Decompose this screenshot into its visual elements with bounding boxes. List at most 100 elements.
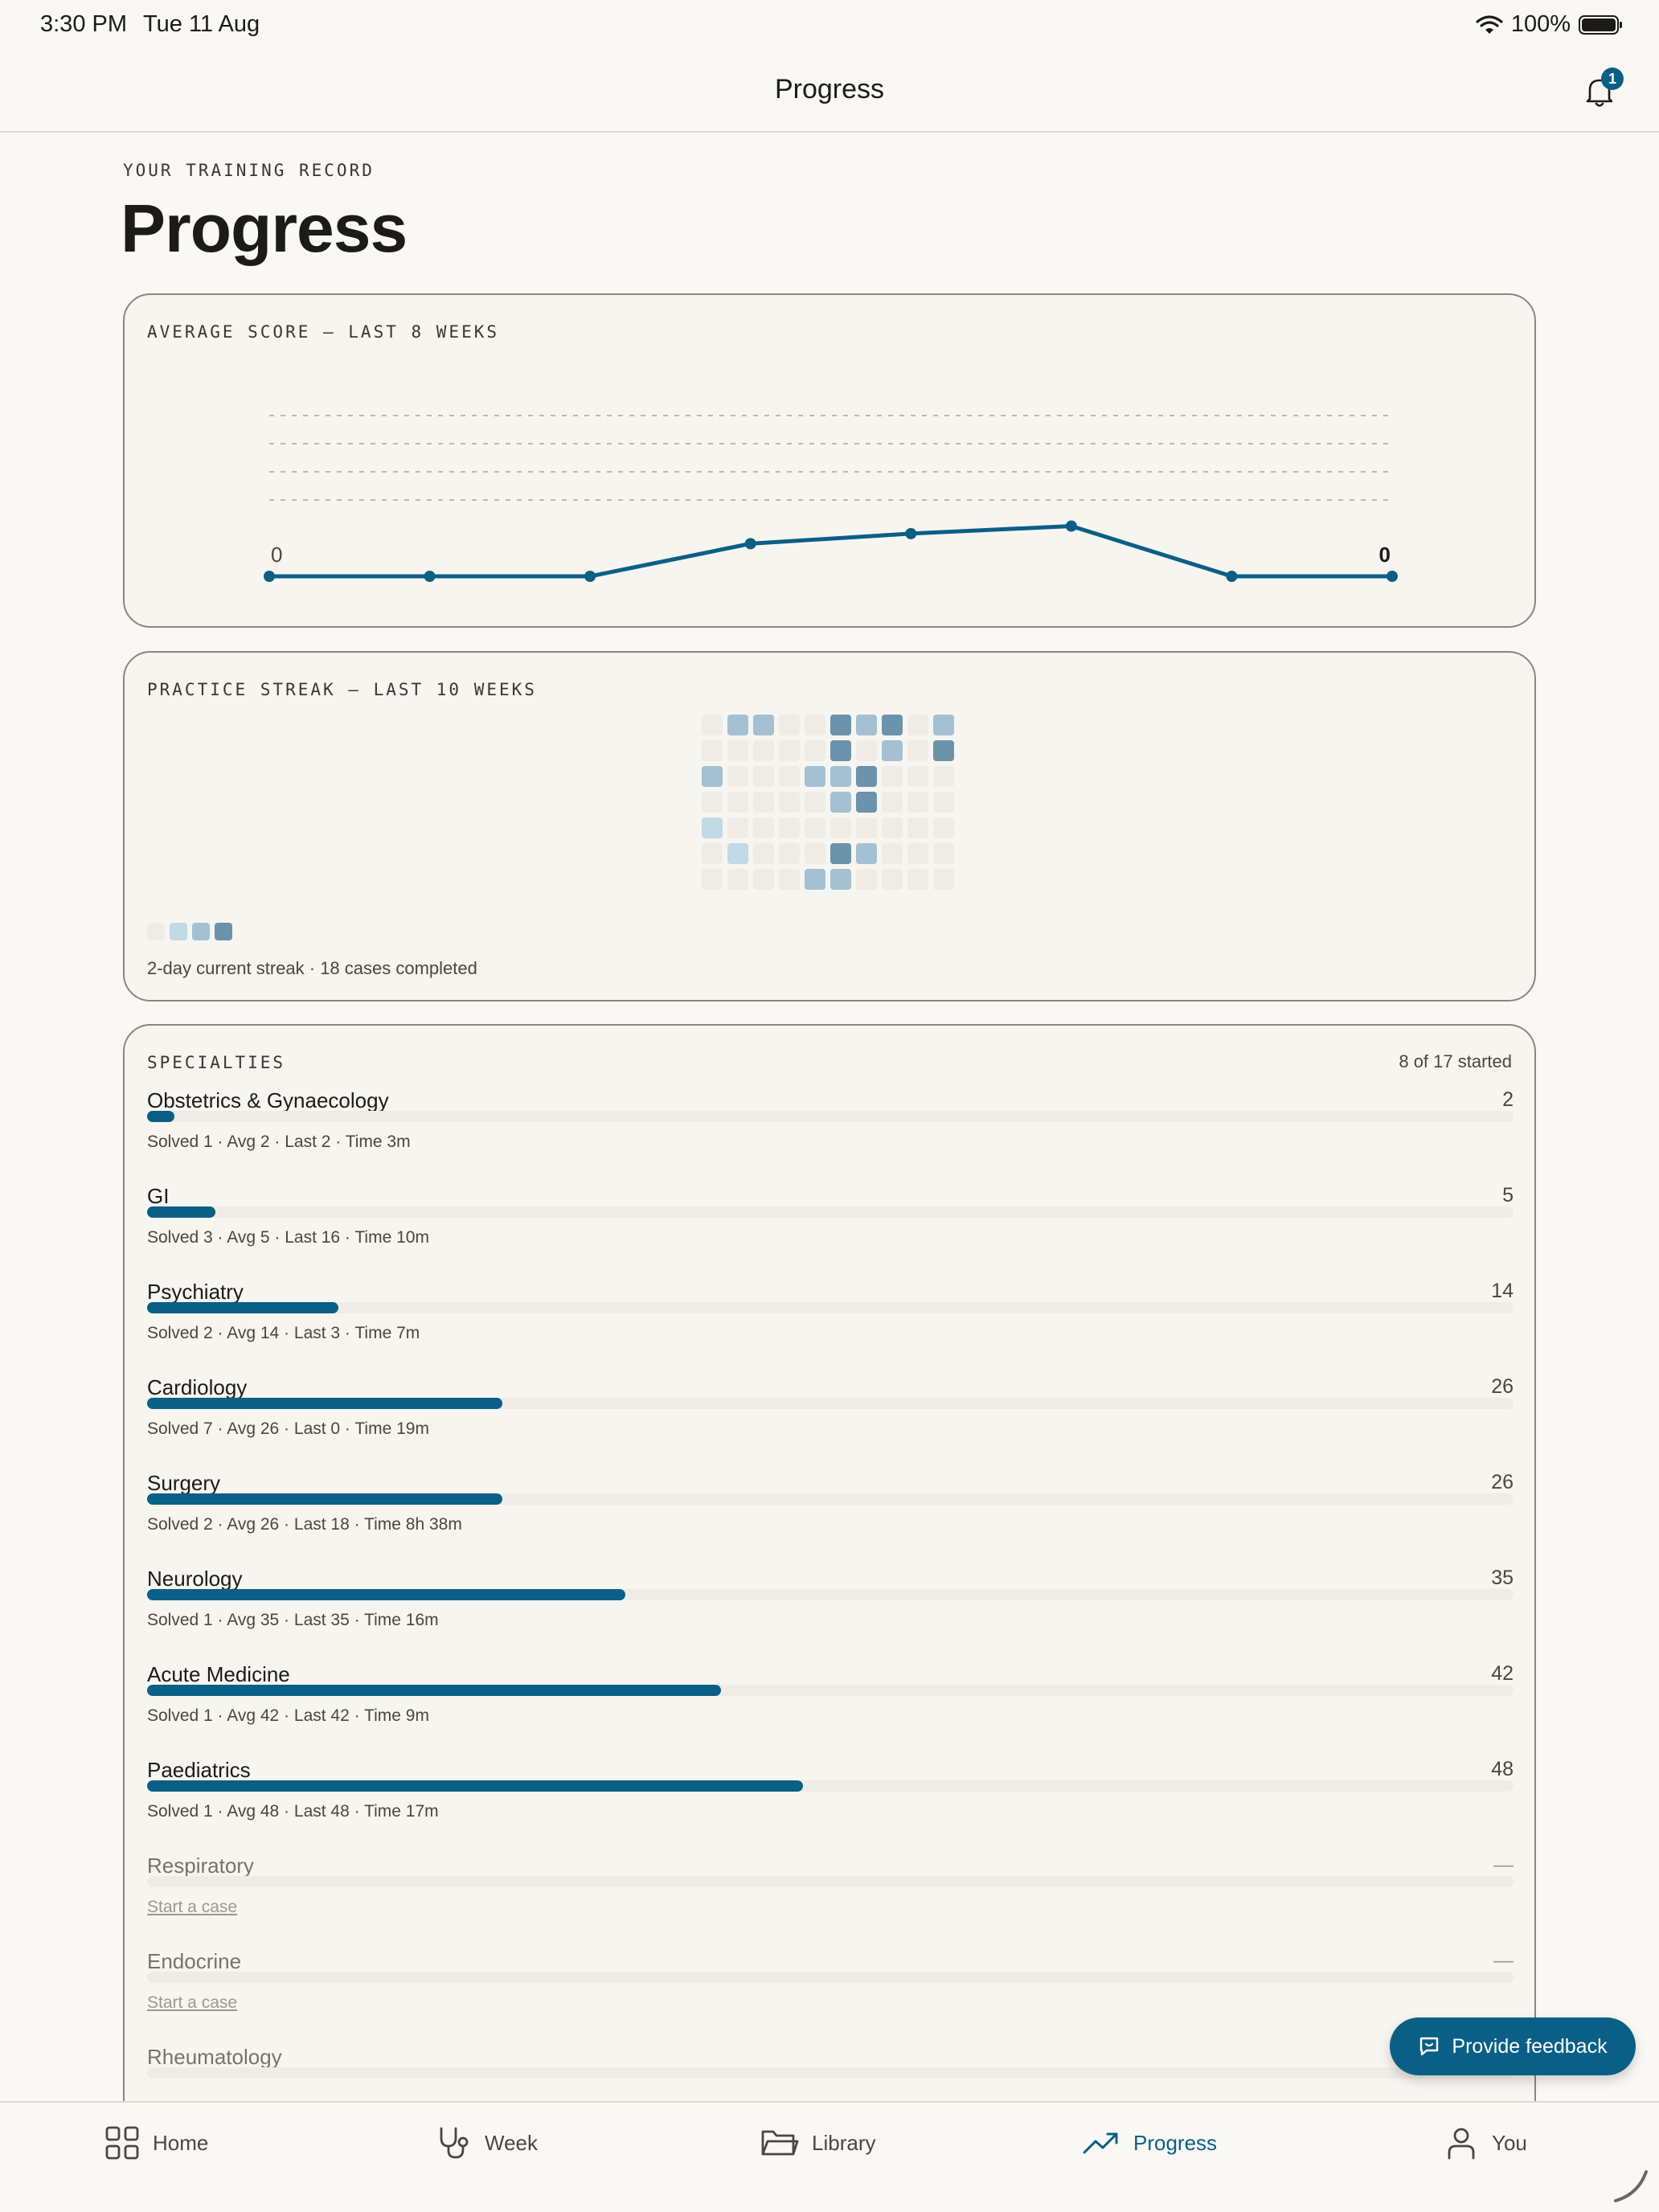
- streak-cell: [805, 817, 825, 838]
- streak-cell: [856, 792, 877, 813]
- specialties-started-count: 8 of 17 started: [1399, 1051, 1512, 1071]
- streak-cell: [702, 792, 723, 813]
- streak-cell: [882, 869, 903, 890]
- streak-cell: [702, 843, 723, 864]
- tab-progress[interactable]: Progress: [1082, 2125, 1217, 2161]
- specialty-row[interactable]: GI 5 Solved 3 · Avg 5 · Last 16 · Time 10m: [147, 1184, 1514, 1280]
- streak-cell: [805, 869, 825, 890]
- legend-swatch: [170, 923, 187, 940]
- average-score-point: [264, 571, 275, 582]
- specialty-row[interactable]: Rheumatology: [147, 2045, 1514, 2140]
- streak-summary: 2-day current streak · 18 cases complete…: [147, 958, 477, 978]
- nav-bar: Progress 1: [0, 51, 1659, 133]
- nav-title: Progress: [774, 74, 885, 104]
- tab-you[interactable]: You: [1444, 2125, 1527, 2161]
- specialty-stats: Solved 7 · Avg 26 · Last 0 · Time 19m: [147, 1419, 429, 1438]
- specialty-score: 26: [1491, 1471, 1514, 1493]
- streak-cell: [727, 715, 748, 735]
- streak-cell: [779, 740, 800, 761]
- tab-home[interactable]: Home: [104, 2125, 208, 2161]
- streak-cell: [933, 843, 954, 864]
- streak-cell: [882, 843, 903, 864]
- specialty-score: 35: [1491, 1567, 1514, 1589]
- average-score-line: [269, 524, 1392, 579]
- specialty-stats: Solved 2 · Avg 14 · Last 3 · Time 7m: [147, 1324, 420, 1342]
- streak-cell: [856, 715, 877, 735]
- average-score-point: [905, 527, 917, 539]
- battery-percent: 100%: [1510, 11, 1571, 37]
- tab-library[interactable]: Library: [760, 2125, 875, 2161]
- practice-streak-label: PRACTICE STREAK — LAST 10 WEEKS: [147, 680, 537, 699]
- specialty-stats: Solved 1 · Avg 35 · Last 35 · Time 16m: [147, 1611, 439, 1629]
- specialty-row[interactable]: Obstetrics & Gynaecology 2 Solved 1 · Avg …: [147, 1088, 1514, 1184]
- streak-cell: [830, 869, 851, 890]
- bell-icon: [1586, 79, 1613, 107]
- specialty-name: Neurology: [147, 1567, 243, 1591]
- streak-cell: [830, 843, 851, 864]
- streak-cell: [830, 715, 851, 735]
- specialty-progress-track: [147, 1493, 1514, 1505]
- streak-cell: [779, 792, 800, 813]
- streak-cell: [907, 843, 928, 864]
- streak-cell: [702, 817, 723, 838]
- streak-cell: [727, 792, 748, 813]
- notification-badge: 1: [1601, 68, 1624, 90]
- streak-cell: [907, 792, 928, 813]
- streak-cell: [779, 766, 800, 787]
- streak-cell: [702, 715, 723, 735]
- specialty-stats: Solved 1 · Avg 2 · Last 2 · Time 3m: [147, 1133, 411, 1151]
- streak-cell: [882, 792, 903, 813]
- feedback-icon: [1420, 2037, 1439, 2056]
- specialty-progress-track: [147, 1972, 1514, 1983]
- tab-week[interactable]: Week: [436, 2125, 538, 2161]
- specialty-progress-fill: [147, 1398, 502, 1409]
- specialty-row[interactable]: Cardiology 26 Solved 7 · Avg 26 · Last 0 ·…: [147, 1375, 1514, 1471]
- start-case-link[interactable]: Start a case: [147, 1898, 238, 1916]
- streak-cell: [907, 817, 928, 838]
- status-date: Tue 11 Aug: [143, 11, 260, 37]
- streak-cell: [805, 792, 825, 813]
- specialty-row[interactable]: Surgery 26 Solved 2 · Avg 26 · Last 18 · T…: [147, 1471, 1514, 1567]
- legend-swatch: [192, 923, 210, 940]
- specialty-name: Acute Medicine: [147, 1662, 290, 1686]
- streak-cell: [933, 715, 954, 735]
- specialty-score: 2: [1502, 1088, 1514, 1111]
- streak-cell: [882, 817, 903, 838]
- provide-feedback-button[interactable]: Provide feedback: [1390, 2017, 1636, 2075]
- average-score-point: [1226, 571, 1238, 582]
- specialty-row[interactable]: Endocrine — Start a case: [147, 1949, 1514, 2045]
- specialty-name: Obstetrics & Gynaecology: [147, 1088, 389, 1112]
- specialty-score: 26: [1491, 1375, 1514, 1398]
- practice-streak-card: PRACTICE STREAK — LAST 10 WEEKS 2-day cu…: [123, 651, 1536, 1002]
- specialty-row[interactable]: Neurology 35 Solved 1 · Avg 35 · Last 35 ·…: [147, 1567, 1514, 1662]
- stethoscope-icon: [440, 2127, 469, 2159]
- home-indicator: [1614, 2170, 1648, 2202]
- specialty-row[interactable]: Paediatrics 48 Solved 1 · Avg 48 · Last 48…: [147, 1758, 1514, 1854]
- average-score-point: [1065, 520, 1077, 532]
- average-score-point: [1387, 571, 1398, 582]
- streak-cell: [727, 869, 748, 890]
- page-kicker: YOUR TRAINING RECORD: [123, 161, 375, 180]
- specialty-progress-track: [147, 1685, 1514, 1696]
- specialties-label: SPECIALTIES: [147, 1053, 286, 1072]
- streak-cell: [830, 740, 851, 761]
- specialty-score: 42: [1491, 1662, 1514, 1685]
- streak-cell: [882, 740, 903, 761]
- specialty-score: —: [1493, 1854, 1514, 1876]
- streak-cell: [856, 766, 877, 787]
- specialty-stats: Solved 3 · Avg 5 · Last 16 · Time 10m: [147, 1228, 429, 1247]
- average-score-point: [424, 571, 436, 582]
- notifications-button[interactable]: 1: [1582, 68, 1624, 109]
- streak-cell: [779, 715, 800, 735]
- specialty-name: Respiratory: [147, 1854, 254, 1878]
- streak-cell: [907, 766, 928, 787]
- start-case-link[interactable]: Start a case: [147, 1993, 238, 2012]
- streak-cell: [907, 715, 928, 735]
- specialty-name: Cardiology: [147, 1375, 248, 1399]
- streak-cell: [933, 869, 954, 890]
- specialty-score: —: [1493, 1949, 1514, 1972]
- specialty-row[interactable]: Acute Medicine 42 Solved 1 · Avg 42 · Last…: [147, 1662, 1514, 1758]
- specialty-progress-track: [147, 1589, 1514, 1600]
- specialty-row[interactable]: Psychiatry 14 Solved 2 · Avg 14 · Last 3 ·…: [147, 1280, 1514, 1375]
- specialty-row[interactable]: Respiratory — Start a case: [147, 1854, 1514, 1949]
